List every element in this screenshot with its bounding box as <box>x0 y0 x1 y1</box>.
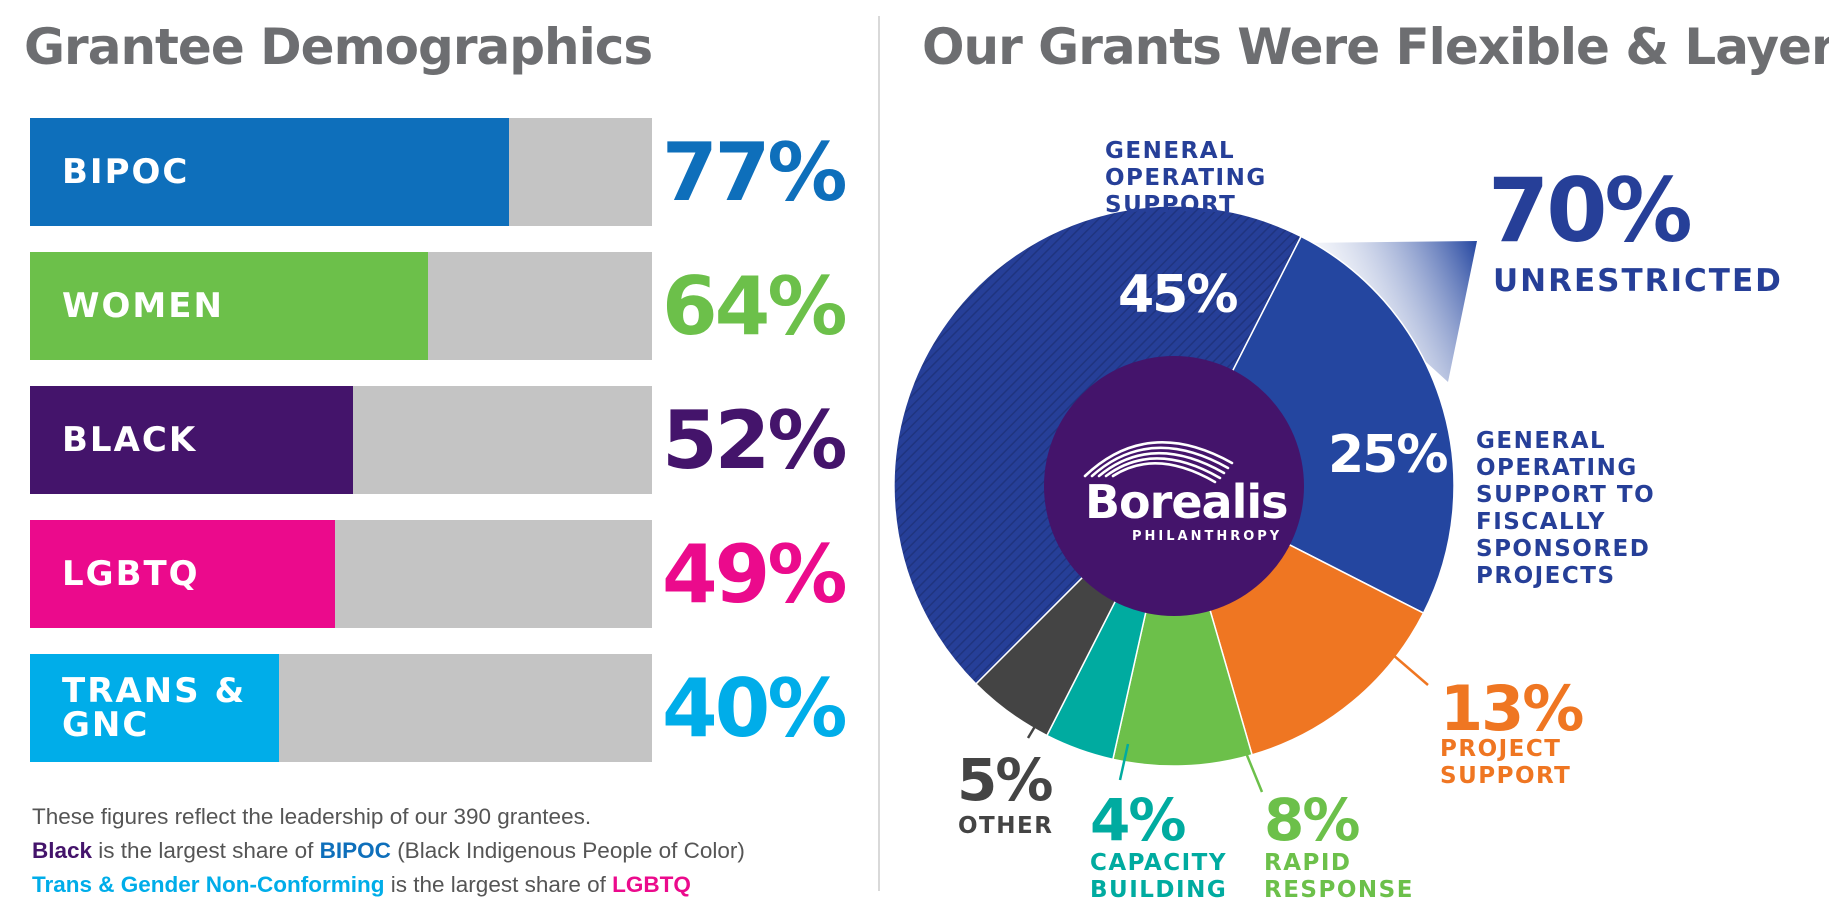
footnote-bipoc: BIPOC <box>319 838 391 863</box>
footnote-line-1: These figures reflect the leadership of … <box>32 804 592 829</box>
slice-leader-line <box>1391 653 1429 686</box>
bar-row: WOMEN 64% <box>30 252 860 360</box>
bar-row: BLACK 52% <box>30 386 860 494</box>
slice-category-label: OTHER <box>958 813 1053 839</box>
bar-fill <box>30 386 354 494</box>
footnote-lgbtq: LGBTQ <box>612 872 691 897</box>
bar-row: LGBTQ 49% <box>30 520 860 628</box>
bar-fill <box>30 252 429 360</box>
slice-category-label: CAPACITY BUILDING <box>1090 850 1227 900</box>
slice-category-label: PROJECT SUPPORT <box>1440 736 1571 789</box>
bar-value-label: 52% <box>662 393 847 487</box>
bar-category-label: BIPOC <box>62 152 190 192</box>
right-title: Our Grants Were Flexible & Layered <box>922 18 1829 76</box>
donut-callouts: 45% GENERAL OPERATING SUPPORT 25% GENERAL OPER… <box>957 138 1655 900</box>
logo-circle <box>1044 356 1304 616</box>
bar-row: TRANS & GNC 40% <box>30 654 860 762</box>
logo-name: Borealis <box>1085 475 1288 529</box>
footnote-line-2: Black is the largest share of BIPOC (Bla… <box>32 834 862 868</box>
bar-category-label: WOMEN <box>62 286 224 326</box>
footnote-text: is the largest share of <box>92 838 320 863</box>
slice-value-label: 13% <box>1440 672 1583 745</box>
donut-slice <box>1112 485 1254 767</box>
borealis-logo-arcs <box>1083 441 1234 484</box>
bar-fill <box>30 118 509 226</box>
footnote-line-3: Trans & Gender Non-Conforming is the lar… <box>32 868 862 902</box>
footnote-trans-gnc: Trans & Gender Non-Conforming <box>32 872 385 897</box>
slice-leader-line <box>1242 747 1264 793</box>
slice-category-label: RAPID RESPONSE <box>1264 850 1414 900</box>
bar-category-label: BLACK <box>62 420 198 460</box>
left-title: Grantee Demographics <box>24 18 653 76</box>
footnote-black: Black <box>32 838 93 863</box>
logo-subtitle: PHILANTHROPY <box>1132 529 1282 544</box>
footnote-text: is the largest share of <box>384 872 613 897</box>
slice-value-label: 25% <box>1328 425 1447 485</box>
unrestricted-label: UNRESTRICTED <box>1493 263 1783 299</box>
slice-category-label: GENERAL OPERATING SUPPORT TO FISCALLY SPONSO… <box>1476 428 1655 589</box>
slice-leader-line <box>1118 743 1130 781</box>
bar-category-label: TRANS & GNC <box>62 671 247 745</box>
bar-value-label: 64% <box>662 259 847 353</box>
slice-value-label: 4% <box>1090 786 1185 854</box>
slice-category-label: GENERAL OPERATING SUPPORT <box>1105 138 1267 218</box>
bar-row: BIPOC 77% <box>30 118 860 226</box>
unrestricted-value: 70% <box>1488 159 1690 262</box>
footnote: These figures reflect the leadership of … <box>32 800 862 902</box>
bar-value-label: 49% <box>662 527 847 621</box>
footnote-text: (Black Indigenous People of Color) <box>390 838 745 863</box>
bar-fill <box>30 654 279 762</box>
vertical-divider <box>878 16 880 891</box>
bar-category-label: LGBTQ <box>62 554 200 594</box>
slice-value-label: 8% <box>1264 786 1359 854</box>
bar-value-label: 77% <box>662 125 847 219</box>
slice-value-label: 45% <box>1118 265 1237 325</box>
slice-leader-line <box>1026 707 1048 739</box>
bar-fill <box>30 520 335 628</box>
slice-value-label: 5% <box>957 746 1052 814</box>
bar-value-label: 40% <box>662 661 847 755</box>
